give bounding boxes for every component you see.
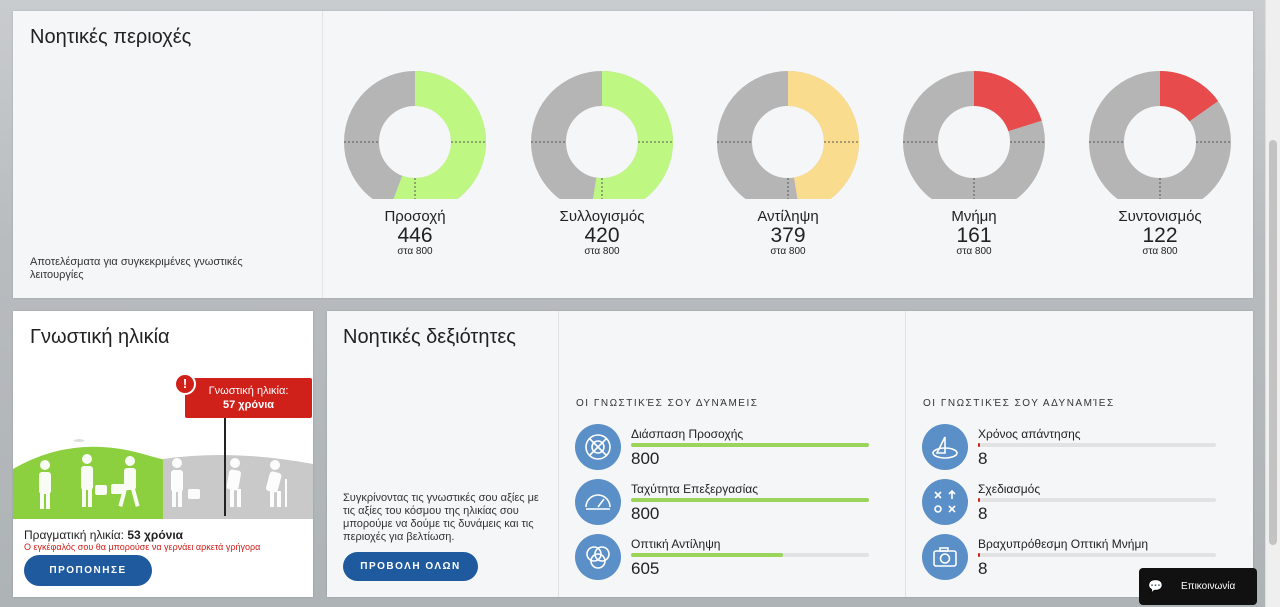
weaknesses-heading: ΟΙ ΓΝΩΣΤΙΚΈΣ ΣΟΥ ΑΔΥΝΑΜΊΕΣ (923, 398, 1115, 409)
area-name: Προσοχή (384, 208, 446, 225)
area-name: Συντονισμός (1118, 208, 1202, 225)
areas-subtitle: Αποτελέσματα για συγκεκριμένες γνωστικές… (30, 256, 243, 281)
skills-divider-1 (558, 311, 559, 597)
skills-divider-2 (905, 311, 906, 597)
skill-value: 800 (631, 504, 660, 523)
donut-score-arc (393, 71, 486, 199)
skill-value: 8 (978, 504, 988, 523)
area-max: στα 800 (584, 246, 620, 257)
badge-value: 57 χρόνια (222, 399, 275, 411)
donut-label-3: Αντίληψη 379 στα 800 (708, 208, 868, 257)
skill-value: 605 (631, 559, 660, 578)
area-score: 420 (584, 224, 620, 247)
alert-icon: ! (174, 373, 196, 395)
donut-label-2: Συλλογισμός 420 στα 800 (522, 208, 682, 257)
scrollbar-thumb[interactable] (1269, 140, 1277, 545)
skill-bar (631, 443, 869, 447)
skill-value: 8 (978, 449, 988, 468)
skill-bar (978, 498, 1216, 502)
areas-left (13, 11, 323, 298)
speedometer-icon (575, 479, 621, 525)
real-age-value: 53 χρόνια (127, 528, 184, 542)
donut-3 (717, 71, 859, 199)
skill-name: Χρόνος απάντησης (978, 427, 1081, 441)
donut-score-arc (1160, 71, 1219, 122)
view-all-button[interactable]: ΠΡΟΒΟΛΗ ΟΛΩΝ (343, 552, 478, 581)
area-name: Μνήμη (951, 208, 997, 225)
age-title: Γνωστική ηλικία (30, 326, 170, 348)
skill-value: 8 (978, 559, 988, 578)
skill-bar-fill (631, 553, 784, 557)
area-max: στα 800 (397, 246, 433, 257)
train-button[interactable]: ΠΡΟΠΟΝΗΣΕ (24, 555, 152, 586)
chat-label: Επικοινωνία (1181, 581, 1236, 592)
badge-label: Γνωστική ηλικία: (208, 385, 289, 397)
area-max: στα 800 (956, 246, 992, 257)
skill-bar-fill (631, 498, 869, 502)
skill-bar (631, 498, 869, 502)
area-max: στα 800 (770, 246, 806, 257)
skill-name: Οπτική Αντίληψη (631, 537, 721, 551)
camera-icon (922, 534, 968, 580)
skill-bar (631, 553, 869, 557)
skills-panel: Νοητικές δεξιότητες Συγκρίνοντας τις γνω… (327, 311, 1253, 597)
age-panel: Γνωστική ηλικία Γνωστική ηλικία: 57 χρόν… (13, 311, 313, 597)
venn-icon (575, 534, 621, 580)
donut-2 (531, 71, 673, 199)
chat-icon: 💬 (1148, 579, 1163, 593)
area-score: 161 (956, 224, 992, 247)
skill-name: Σχεδιασμός (978, 482, 1041, 496)
skill-name: Βραχυπρόθεσμη Οπτική Μνήμη (978, 537, 1149, 551)
areas-title: Νοητικές περιοχές (30, 26, 192, 48)
area-score: 446 (397, 224, 433, 247)
skill-name: Διάσπαση Προσοχής (631, 427, 744, 441)
area-score: 379 (770, 224, 806, 247)
age-note: Ο εγκέφαλός σου θα μπορούσε να γερνάει α… (24, 542, 261, 552)
sundial-icon (922, 424, 968, 470)
skill-value: 800 (631, 449, 660, 468)
real-age: Πραγματική ηλικία: 53 χρόνια (24, 528, 183, 542)
areas-panel: Νοητικές περιοχές Αποτελέσματα για συγκε… (13, 11, 1253, 298)
skill-bar-fill (978, 443, 981, 447)
area-score: 122 (1142, 224, 1178, 247)
donut-4 (903, 71, 1045, 199)
skill-bar-fill (978, 553, 981, 557)
skill-bar-fill (978, 498, 981, 502)
area-name: Συλλογισμός (559, 208, 645, 225)
cognitive-age-badge: Γνωστική ηλικία: 57 χρόνια (185, 378, 312, 418)
skill-name: Ταχύτητα Επεξεργασίας (631, 482, 758, 496)
donut-label-5: Συντονισμός 122 στα 800 (1080, 208, 1240, 257)
target-icon (575, 424, 621, 470)
donut-1 (344, 71, 486, 199)
donut-score-arc (974, 71, 1042, 132)
donut-5 (1089, 71, 1231, 199)
donut-label-1: Προσοχή 446 στα 800 (335, 208, 495, 257)
skill-bar (978, 443, 1216, 447)
strengths-heading: ΟΙ ΓΝΩΣΤΙΚΈΣ ΣΟΥ ΔΥΝΆΜΕΙΣ (576, 398, 759, 409)
plan-icon (922, 479, 968, 525)
donut-score-arc (788, 71, 859, 199)
chat-button[interactable]: 💬 Επικοινωνία (1139, 568, 1257, 605)
donut-score-arc (592, 71, 673, 199)
age-marker-line (224, 416, 226, 516)
scrollbar[interactable] (1265, 0, 1280, 607)
skill-bar (978, 553, 1216, 557)
skills-description: Συγκρίνοντας τις γνωστικές σου αξίες με … (343, 492, 539, 543)
area-name: Αντίληψη (757, 208, 819, 225)
aging-illustration (13, 439, 313, 519)
skill-bar-fill (631, 443, 869, 447)
real-age-label: Πραγματική ηλικία: (24, 528, 124, 542)
area-max: στα 800 (1142, 246, 1178, 257)
donut-label-4: Μνήμη 161 στα 800 (894, 208, 1054, 257)
skills-title: Νοητικές δεξιότητες (343, 326, 516, 348)
